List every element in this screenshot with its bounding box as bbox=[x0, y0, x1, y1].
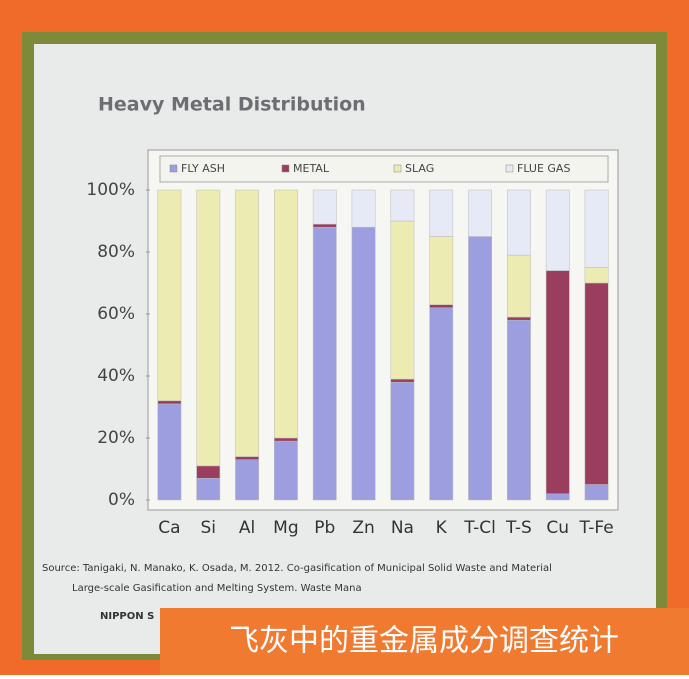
bar-segment bbox=[507, 320, 530, 500]
bar-segment bbox=[274, 441, 297, 500]
legend-label: SLAG bbox=[405, 162, 434, 175]
x-tick-label: Ca bbox=[158, 518, 180, 538]
legend-swatch bbox=[170, 165, 177, 172]
bar-segment bbox=[313, 227, 336, 500]
caption: 飞灰中的重金属成分调查统计 bbox=[229, 624, 619, 659]
chart-title: Heavy Metal Distribution bbox=[98, 94, 366, 116]
y-tick-label: 0% bbox=[108, 490, 135, 510]
bar-segment bbox=[391, 190, 414, 221]
legend-swatch bbox=[282, 165, 289, 172]
bar-segment bbox=[430, 305, 453, 308]
bar-segment bbox=[274, 190, 297, 438]
bar-segment bbox=[235, 457, 258, 460]
bar-segment bbox=[507, 255, 530, 317]
x-tick-label: Al bbox=[239, 518, 255, 538]
x-tick-label: Cu bbox=[546, 518, 569, 538]
bar-segment bbox=[313, 190, 336, 224]
legend-swatch bbox=[506, 165, 513, 172]
bar-segment bbox=[507, 317, 530, 320]
x-tick-label: Si bbox=[200, 518, 216, 538]
bar-segment bbox=[468, 190, 491, 237]
x-tick-label: Pb bbox=[314, 518, 335, 538]
legend-label: METAL bbox=[293, 162, 330, 175]
x-tick-label: K bbox=[436, 518, 448, 538]
bar-segment bbox=[546, 494, 569, 500]
bar-segment bbox=[313, 224, 336, 227]
x-tick-label: Mg bbox=[273, 518, 298, 538]
bar-segment bbox=[546, 271, 569, 494]
legend-label: FLUE GAS bbox=[517, 162, 570, 175]
x-tick-label: T-S bbox=[505, 518, 532, 538]
screenshot: Heavy Metal Distribution Source: Tanigak… bbox=[0, 0, 689, 675]
bar-segment bbox=[430, 190, 453, 237]
bar-segment bbox=[585, 268, 608, 284]
y-tick-label: 60% bbox=[97, 304, 135, 324]
source-line: Source: Tanigaki, N. Manako, K. Osada, M… bbox=[42, 563, 552, 574]
legend-swatch bbox=[394, 165, 401, 172]
bar-segment bbox=[197, 190, 220, 466]
footer: NIPPON S bbox=[100, 611, 154, 622]
bar-segment bbox=[274, 438, 297, 441]
source-line: Large-scale Gasification and Melting Sys… bbox=[72, 583, 362, 594]
bar-segment bbox=[352, 190, 375, 227]
bar-segment bbox=[391, 382, 414, 500]
x-tick-label: Na bbox=[391, 518, 414, 538]
y-tick-label: 20% bbox=[97, 428, 135, 448]
bar-segment bbox=[430, 308, 453, 500]
bar-segment bbox=[546, 190, 569, 271]
bar-segment bbox=[197, 466, 220, 478]
bar-segment bbox=[468, 237, 491, 501]
y-tick-label: 100% bbox=[86, 180, 135, 200]
bar-segment bbox=[391, 379, 414, 382]
y-tick-label: 80% bbox=[97, 242, 135, 262]
x-tick-label: T-Cl bbox=[463, 518, 496, 538]
x-tick-label: Zn bbox=[352, 518, 374, 538]
bar-segment bbox=[197, 478, 220, 500]
bar-segment bbox=[235, 460, 258, 500]
bar-segment bbox=[391, 221, 414, 379]
bar-segment bbox=[158, 190, 181, 401]
page: {"chart_data": {"type": "bar", "stacked"… bbox=[0, 0, 689, 675]
y-tick-label: 40% bbox=[97, 366, 135, 386]
bar-segment bbox=[585, 485, 608, 501]
bar-segment bbox=[235, 190, 258, 457]
bar-segment bbox=[430, 237, 453, 305]
bar-segment bbox=[352, 227, 375, 500]
bar-segment bbox=[507, 190, 530, 255]
legend-label: FLY ASH bbox=[181, 162, 225, 175]
bar-segment bbox=[158, 401, 181, 404]
x-tick-label: T-Fe bbox=[578, 518, 613, 538]
bar-segment bbox=[158, 404, 181, 500]
bar-segment bbox=[585, 190, 608, 268]
bar-segment bbox=[585, 283, 608, 485]
